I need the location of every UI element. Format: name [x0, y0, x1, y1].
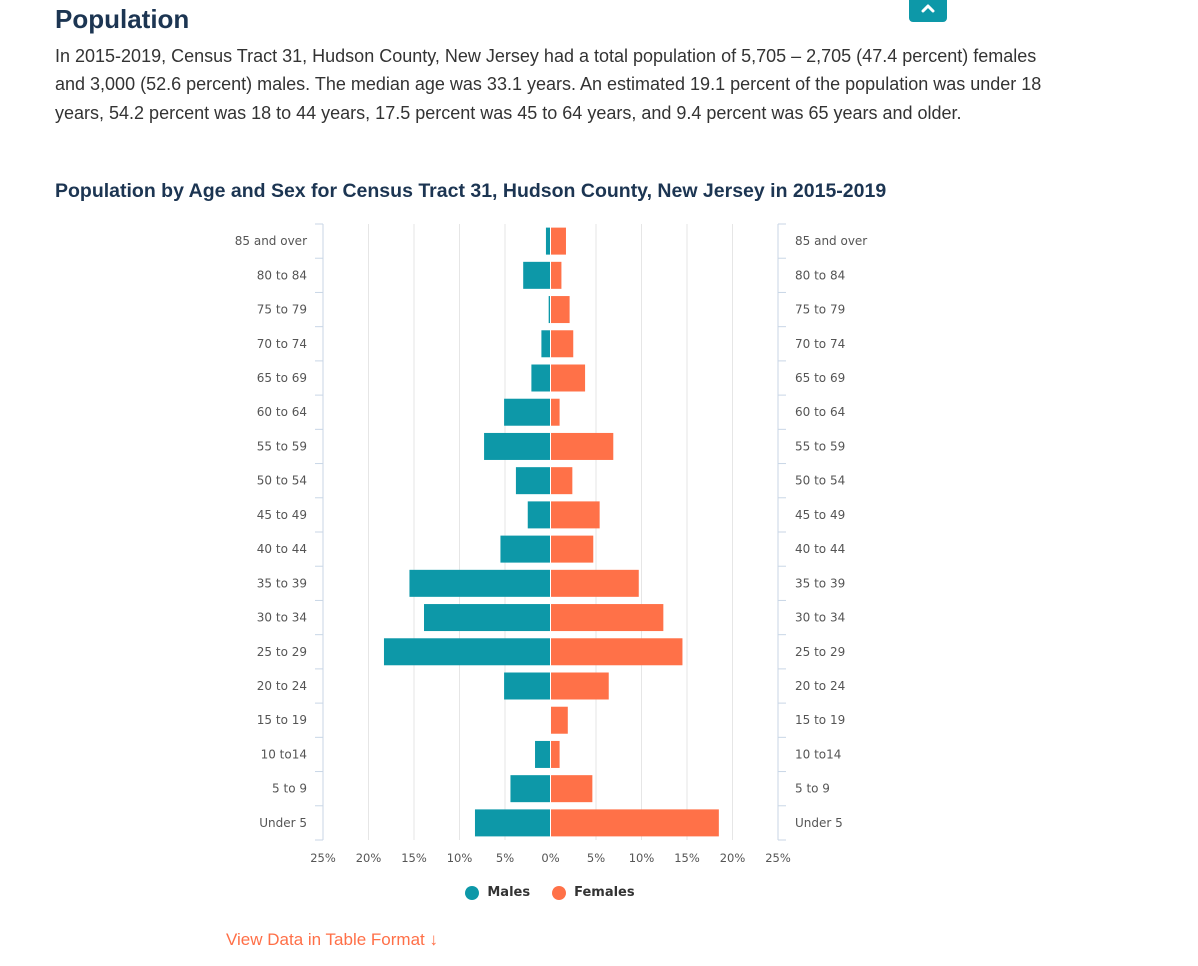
male-bar	[545, 227, 551, 255]
legend-label-males: Males	[487, 885, 531, 900]
category-label-right: 60 to 64	[795, 405, 845, 419]
male-bar	[424, 604, 551, 632]
female-bar	[550, 296, 570, 324]
female-bar	[550, 398, 560, 426]
category-label-left: 15 to 19	[257, 713, 307, 727]
category-label-right: 20 to 24	[795, 679, 845, 693]
x-tick-label: 10%	[447, 851, 473, 865]
category-label-right: 40 to 44	[795, 542, 845, 556]
category-label-left: 70 to 74	[257, 337, 307, 351]
category-label-left: 20 to 24	[257, 679, 307, 693]
category-label-left: 55 to 59	[257, 439, 307, 453]
male-bar	[548, 296, 551, 324]
female-bar	[550, 569, 639, 597]
male-bar	[484, 432, 551, 460]
x-tick-label: 20%	[720, 851, 746, 865]
male-bar	[500, 535, 551, 563]
x-tick-label: 15%	[674, 851, 700, 865]
male-bar	[541, 330, 551, 358]
chart-title: Population by Age and Sex for Census Tra…	[55, 180, 887, 202]
scroll-top-button[interactable]	[909, 0, 947, 22]
category-label-right: 55 to 59	[795, 439, 845, 453]
chart-legend: Males Females	[0, 885, 1100, 900]
male-bar	[504, 672, 551, 700]
male-bar	[510, 775, 551, 803]
female-bar	[550, 261, 562, 289]
female-bar	[550, 809, 719, 837]
category-label-left: 75 to 79	[257, 303, 307, 317]
category-label-right: 30 to 34	[795, 611, 845, 625]
category-label-left: 25 to 29	[257, 645, 307, 659]
category-label-right: 80 to 84	[795, 268, 845, 282]
x-tick-label: 20%	[356, 851, 382, 865]
male-bar	[535, 740, 551, 768]
category-label-right: 10 to14	[795, 747, 841, 761]
category-label-left: 10 to14	[261, 747, 307, 761]
category-label-right: 5 to 9	[795, 782, 830, 796]
category-label-right: 25 to 29	[795, 645, 845, 659]
male-bar	[523, 261, 551, 289]
category-label-right: 70 to 74	[795, 337, 845, 351]
chevron-up-icon	[921, 4, 935, 13]
x-tick-label: 0%	[541, 851, 559, 865]
category-label-left: 5 to 9	[272, 782, 307, 796]
category-label-left: 40 to 44	[257, 542, 307, 556]
female-bar	[550, 467, 573, 495]
category-label-left: 60 to 64	[257, 405, 307, 419]
female-bar	[550, 330, 574, 358]
category-label-left: 85 and over	[235, 234, 307, 248]
category-label-right: 15 to 19	[795, 713, 845, 727]
x-tick-label: 5%	[496, 851, 514, 865]
x-tick-label: 15%	[401, 851, 427, 865]
female-bar	[550, 432, 614, 460]
category-label-left: 45 to 49	[257, 508, 307, 522]
male-bar	[504, 398, 551, 426]
category-label-right: 65 to 69	[795, 371, 845, 385]
category-label-right: Under 5	[795, 816, 843, 830]
female-bar	[550, 535, 594, 563]
legend-item-males[interactable]: Males	[465, 885, 530, 900]
population-summary: In 2015-2019, Census Tract 31, Hudson Co…	[55, 46, 1042, 123]
category-label-right: 85 and over	[795, 234, 867, 248]
male-bar	[531, 364, 551, 392]
female-bar	[550, 227, 566, 255]
view-table-link[interactable]: View Data in Table Format ↓	[226, 930, 438, 949]
category-label-left: Under 5	[259, 816, 307, 830]
male-bar	[527, 501, 551, 529]
x-tick-label: 10%	[629, 851, 655, 865]
x-tick-label: 5%	[587, 851, 605, 865]
male-bar	[409, 569, 551, 597]
female-bar	[550, 501, 600, 529]
x-tick-label: 25%	[310, 851, 336, 865]
legend-marker-males	[465, 885, 480, 900]
category-label-right: 50 to 54	[795, 474, 845, 488]
category-label-right: 45 to 49	[795, 508, 845, 522]
female-bar	[550, 672, 609, 700]
female-bar	[550, 706, 568, 734]
category-label-left: 30 to 34	[257, 611, 307, 625]
category-label-left: 35 to 39	[257, 576, 307, 590]
category-label-left: 50 to 54	[257, 474, 307, 488]
female-bar	[550, 740, 560, 768]
female-bar	[550, 364, 586, 392]
female-bar	[550, 638, 683, 666]
female-bar	[550, 775, 593, 803]
male-bar	[474, 809, 551, 837]
x-tick-label: 25%	[765, 851, 791, 865]
male-bar	[515, 467, 551, 495]
legend-label-females: Females	[574, 885, 635, 900]
page-title: Population	[55, 4, 190, 34]
category-label-left: 80 to 84	[257, 268, 307, 282]
category-label-left: 65 to 69	[257, 371, 307, 385]
male-bar	[383, 638, 551, 666]
female-bar	[550, 604, 664, 632]
legend-item-females[interactable]: Females	[552, 885, 635, 900]
legend-marker-females	[552, 885, 567, 900]
category-label-right: 35 to 39	[795, 576, 845, 590]
category-label-right: 75 to 79	[795, 303, 845, 317]
